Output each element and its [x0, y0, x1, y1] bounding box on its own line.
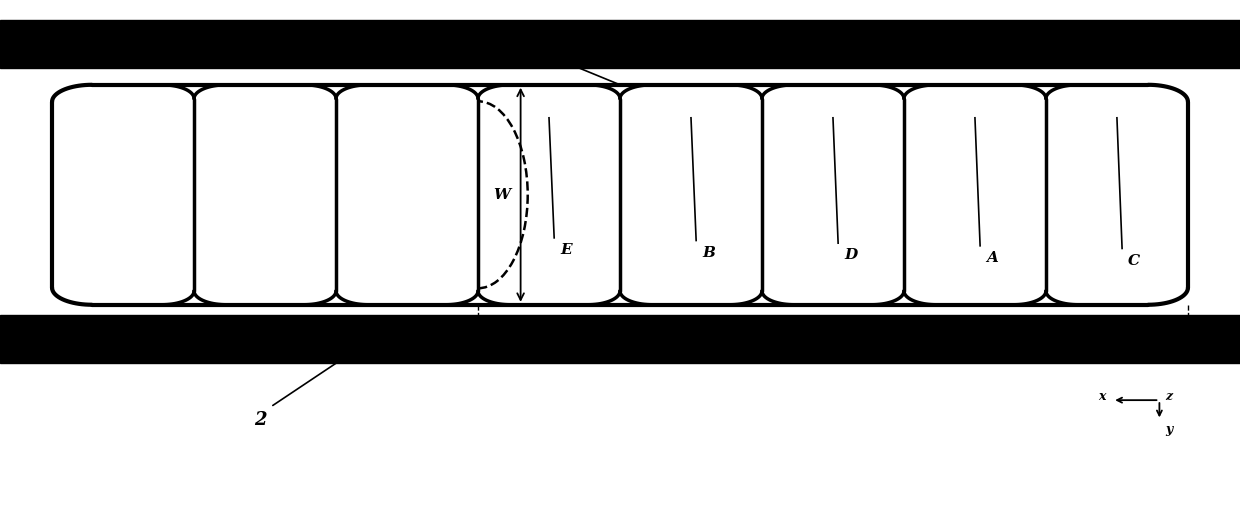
Text: x: x	[1099, 391, 1106, 403]
Text: D: D	[844, 249, 858, 262]
Text: L: L	[827, 342, 838, 359]
Text: E: E	[560, 243, 572, 257]
Text: A: A	[986, 251, 998, 265]
Bar	[0, 315, 1240, 363]
Text: W: W	[494, 188, 511, 202]
Bar	[0, 20, 1240, 68]
Text: y: y	[1166, 423, 1173, 436]
Text: C: C	[1128, 254, 1141, 268]
Text: 2: 2	[254, 411, 267, 429]
Text: B: B	[702, 246, 715, 260]
Text: 1: 1	[487, 26, 500, 45]
Text: z: z	[1166, 391, 1173, 403]
